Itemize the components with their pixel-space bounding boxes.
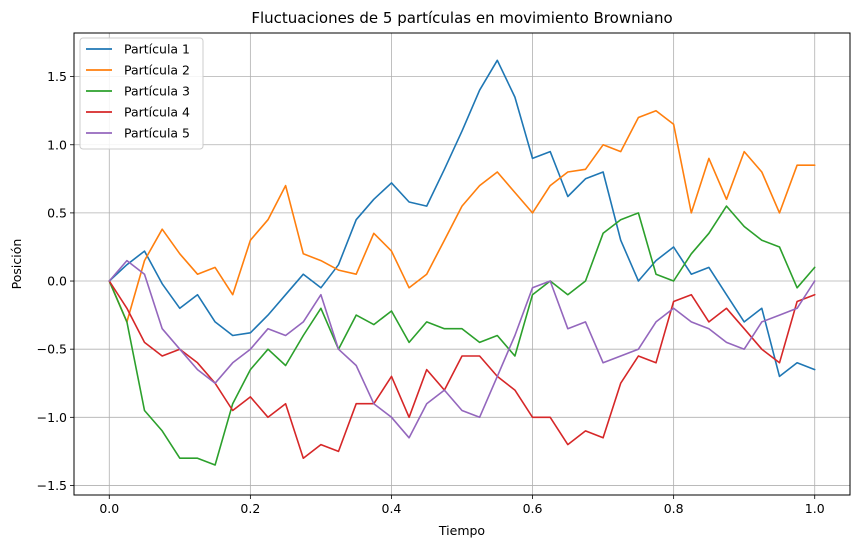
y-tick-label: 0.0 xyxy=(47,274,67,289)
legend-box xyxy=(79,37,204,150)
x-tick-label: 0.8 xyxy=(664,501,684,516)
y-tick-label: −0.5 xyxy=(37,342,67,357)
series-line-particula-3 xyxy=(108,205,816,466)
grid-lines xyxy=(74,33,850,495)
series-line-particula-5 xyxy=(108,259,816,439)
y-tick-label: 1.5 xyxy=(47,69,67,84)
x-tick-label: 0.6 xyxy=(523,501,543,516)
legend-label: Partícula 1 xyxy=(124,42,190,57)
series-line-particula-2 xyxy=(108,109,816,323)
series-lines xyxy=(108,59,816,466)
x-tick-label: 0.0 xyxy=(99,501,119,516)
y-tick-label: 0.5 xyxy=(47,205,67,220)
legend-label: Partícula 2 xyxy=(124,63,190,78)
legend-label: Partícula 3 xyxy=(124,84,190,99)
series-line-particula-4 xyxy=(108,280,816,460)
x-tick-label: 0.4 xyxy=(382,501,402,516)
legend-label: Partícula 5 xyxy=(124,126,190,141)
y-axis-label: Posición xyxy=(9,239,24,290)
y-axis-ticks: −1.5 −1.0 −0.5 0.0 0.5 1.0 1.5 xyxy=(37,69,74,493)
x-axis-label: Tiempo xyxy=(438,523,485,538)
y-tick-label: 1.0 xyxy=(47,137,67,152)
chart-title: Fluctuaciones de 5 partículas en movimie… xyxy=(251,9,672,27)
y-tick-label: −1.5 xyxy=(37,478,67,493)
x-tick-label: 0.2 xyxy=(240,501,260,516)
series-line-particula-1 xyxy=(108,59,816,378)
legend: Partícula 1 Partícula 2 Partícula 3 Partícu… xyxy=(79,37,204,150)
y-tick-label: −1.0 xyxy=(37,410,67,425)
x-axis-ticks: 0.0 0.2 0.4 0.6 0.8 1.0 xyxy=(99,495,825,516)
legend-label: Partícula 4 xyxy=(124,105,190,120)
plot-frame xyxy=(73,32,851,496)
x-tick-label: 1.0 xyxy=(805,501,825,516)
